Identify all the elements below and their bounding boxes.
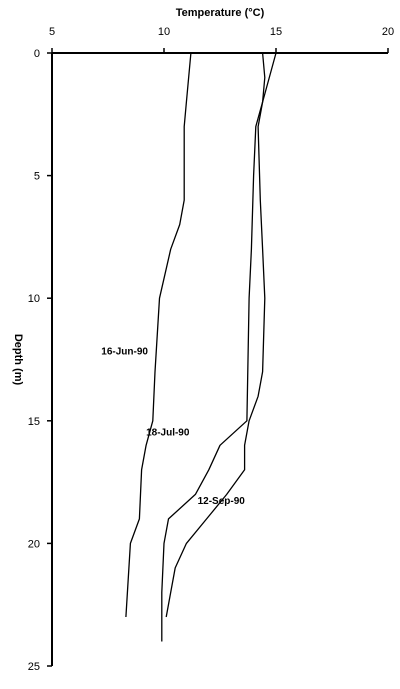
x-axis: 5 10 15 20	[49, 26, 394, 54]
y-axis: 0 5 10 15 20 25	[28, 48, 53, 673]
series-label-18-jul-90: 18-Jul-90	[146, 428, 190, 439]
x-tick-label: 20	[382, 26, 394, 38]
series-lines	[125, 52, 277, 642]
y-tick-label: 15	[28, 416, 40, 428]
series-labels: 16-Jun-90 18-Jul-90 12-Sep-90	[101, 347, 245, 508]
series-line-18-jul-90	[161, 52, 266, 642]
series-label-16-jun-90: 16-Jun-90	[101, 347, 148, 358]
y-tick-label: 10	[28, 293, 40, 305]
series-line-16-jun-90	[125, 52, 192, 618]
series-label-12-sep-90: 12-Sep-90	[198, 496, 246, 507]
series-line-12-sep-90	[165, 52, 277, 618]
y-tick-label: 0	[34, 48, 40, 60]
y-tick-label: 5	[34, 171, 40, 183]
y-tick-label: 25	[28, 661, 40, 673]
x-axis-title: Temperature (°C)	[176, 7, 265, 19]
x-tick-label: 5	[49, 26, 55, 38]
y-tick-label: 20	[28, 538, 40, 550]
y-axis-title: Depth (m)	[12, 334, 24, 386]
x-tick-label: 10	[158, 26, 170, 38]
x-tick-label: 15	[270, 26, 282, 38]
